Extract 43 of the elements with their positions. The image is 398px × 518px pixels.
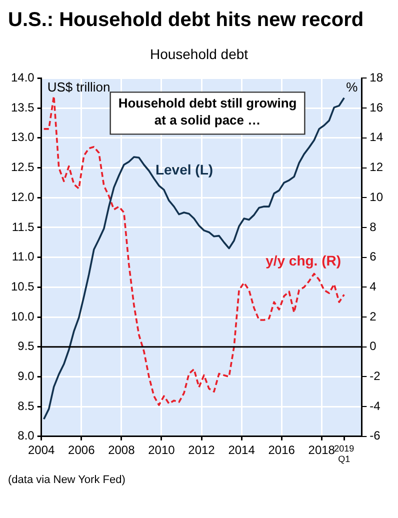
y2-tick-label: -6 bbox=[370, 428, 381, 443]
y-tick-label: 12.0 bbox=[10, 190, 35, 204]
text: (data via New York Fed) bbox=[8, 474, 126, 486]
y2-tick-label: 2 bbox=[370, 309, 377, 324]
y2-tick-label: 12 bbox=[370, 160, 384, 174]
y2-tick-label: 0 bbox=[370, 339, 377, 354]
x-tick-label: 2016 bbox=[268, 442, 296, 457]
x-tick-label: 2006 bbox=[68, 442, 96, 457]
y2-tick-label: 16 bbox=[370, 100, 384, 114]
y2-tick-label: 10 bbox=[370, 190, 384, 204]
x-tick-label: 2008 bbox=[108, 442, 136, 457]
y-tick-label: 8.5 bbox=[18, 398, 35, 413]
y-tick-label: 10.5 bbox=[10, 279, 35, 294]
y2-tick-label: 6 bbox=[370, 250, 377, 264]
x-tick-label: 2018 bbox=[308, 442, 336, 457]
y-tick-label: 11.0 bbox=[12, 250, 35, 264]
y-tick-label: 9.0 bbox=[18, 369, 35, 384]
y-tick-label: 11.5 bbox=[12, 220, 35, 234]
y2-axis-title: % bbox=[346, 79, 358, 94]
annotation: Household debt still growing at a solid pace … bbox=[118, 95, 297, 128]
series-label: Level (L) bbox=[155, 162, 214, 178]
y2-tick-label: -4 bbox=[370, 398, 381, 413]
chart-subtitle: Household debt bbox=[148, 46, 250, 62]
y-tick-label: 8.0 bbox=[18, 428, 35, 443]
y-tick-label: 13.0 bbox=[10, 130, 35, 144]
y2-tick-label: -2 bbox=[370, 369, 381, 384]
x-tick-label: 2010 bbox=[148, 442, 176, 457]
x-tick-label: 2012 bbox=[188, 442, 216, 457]
y2-tick-label: 14 bbox=[370, 130, 384, 144]
y2-tick-label: 8 bbox=[370, 220, 377, 234]
y-tick-label: 14.0 bbox=[10, 70, 35, 85]
y2-tick-label: 4 bbox=[370, 279, 377, 294]
y-axis-title: US$ trillion bbox=[47, 79, 110, 94]
y-tick-label: 12.5 bbox=[10, 160, 35, 174]
x-tick-label: 2019 Q1 bbox=[334, 443, 354, 464]
series-label: y/y chg. (R) bbox=[266, 252, 342, 269]
y-tick-label: 10.0 bbox=[10, 309, 35, 324]
y-tick-label: 13.5 bbox=[10, 100, 35, 114]
x-tick-label: 2004 bbox=[28, 442, 56, 457]
x-tick-label: 2014 bbox=[228, 442, 256, 457]
chart-title: U.S.: Household debt hits new record bbox=[8, 8, 365, 32]
y2-tick-label: 18 bbox=[370, 70, 384, 85]
y-tick-label: 9.5 bbox=[18, 339, 35, 354]
